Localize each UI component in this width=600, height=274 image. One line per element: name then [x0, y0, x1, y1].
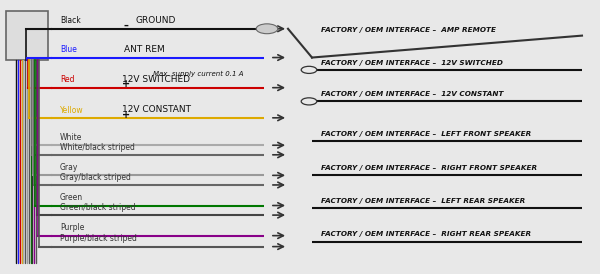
Text: Green/black striped: Green/black striped — [60, 203, 136, 212]
Text: FACTORY / OEM INTERFACE –  RIGHT REAR SPEAKER: FACTORY / OEM INTERFACE – RIGHT REAR SPE… — [321, 231, 531, 237]
Text: White/black striped: White/black striped — [60, 142, 135, 152]
Text: FACTORY / OEM INTERFACE –  12V CONSTANT: FACTORY / OEM INTERFACE – 12V CONSTANT — [321, 91, 503, 97]
Text: ANT REM: ANT REM — [124, 45, 164, 54]
Text: FACTORY / OEM INTERFACE –  RIGHT FRONT SPEAKER: FACTORY / OEM INTERFACE – RIGHT FRONT SP… — [321, 165, 537, 171]
Text: FACTORY / OEM INTERFACE –  LEFT REAR SPEAKER: FACTORY / OEM INTERFACE – LEFT REAR SPEA… — [321, 198, 525, 204]
Text: Red: Red — [60, 75, 74, 84]
Circle shape — [301, 98, 317, 105]
Text: FACTORY / OEM INTERFACE –  AMP REMOTE: FACTORY / OEM INTERFACE – AMP REMOTE — [321, 27, 496, 33]
Text: Yellow: Yellow — [60, 105, 83, 115]
Text: Green: Green — [60, 193, 83, 202]
FancyBboxPatch shape — [6, 11, 48, 60]
Text: Max. supply current 0.1 A: Max. supply current 0.1 A — [153, 71, 243, 77]
Text: Purple: Purple — [60, 223, 85, 232]
Text: 12V CONSTANT: 12V CONSTANT — [121, 105, 191, 114]
Text: +: + — [304, 97, 311, 106]
Text: FACTORY / OEM INTERFACE –  12V SWITCHED: FACTORY / OEM INTERFACE – 12V SWITCHED — [321, 60, 503, 66]
Text: Black: Black — [60, 16, 81, 25]
Text: FACTORY / OEM INTERFACE –  LEFT FRONT SPEAKER: FACTORY / OEM INTERFACE – LEFT FRONT SPE… — [321, 131, 531, 137]
Text: –: – — [124, 21, 128, 30]
Text: Purple/black striped: Purple/black striped — [60, 234, 137, 243]
Text: +: + — [122, 79, 130, 89]
Text: +: + — [304, 65, 311, 74]
Circle shape — [301, 66, 317, 73]
Text: +: + — [122, 110, 130, 119]
Text: Blue: Blue — [60, 45, 77, 54]
Circle shape — [256, 24, 278, 34]
Text: GROUND: GROUND — [136, 16, 176, 25]
Text: Gray/black striped: Gray/black striped — [60, 173, 131, 182]
Text: Gray: Gray — [60, 163, 79, 172]
Text: 12V SWITCHED: 12V SWITCHED — [122, 75, 190, 84]
Text: White: White — [60, 133, 82, 142]
